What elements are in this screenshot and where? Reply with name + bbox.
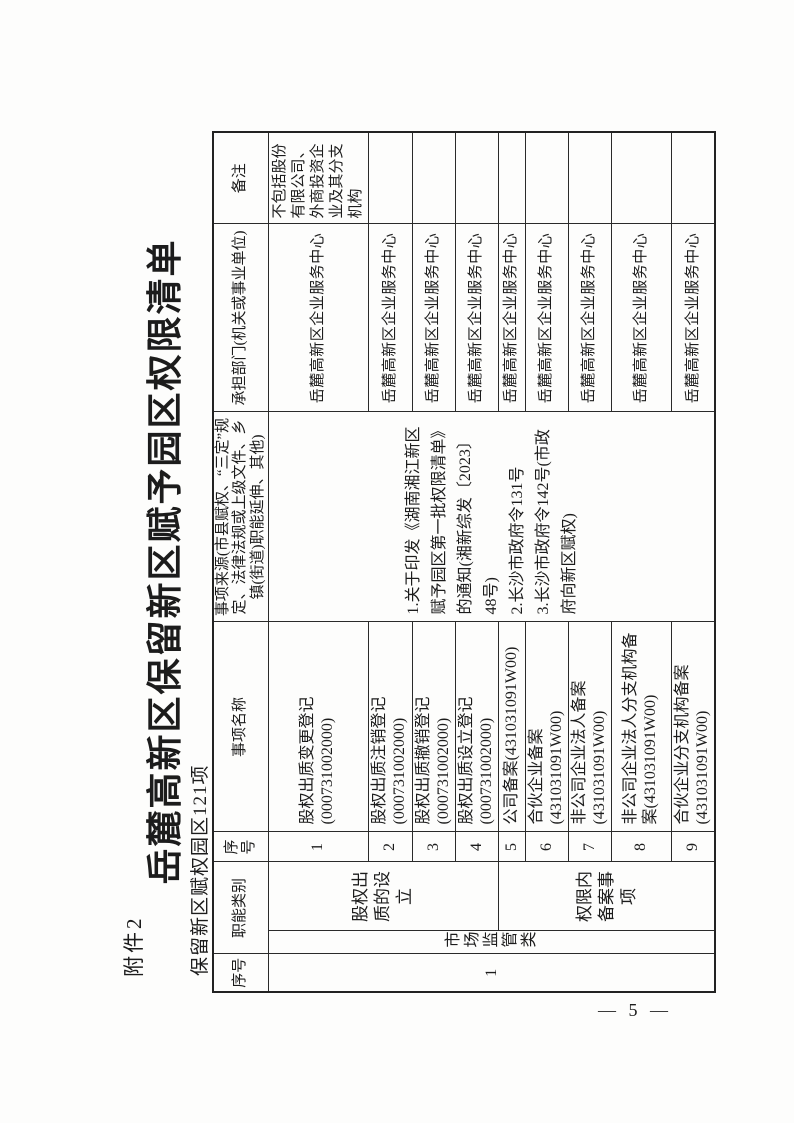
cell-subcategory-equity-pledge: 股权出质的设立 bbox=[268, 861, 499, 931]
header-department: 承担部门(机关或事业单位) bbox=[213, 223, 269, 412]
cell-item-name: 股权出质变更登记(000731002000) bbox=[268, 621, 369, 832]
cell-remark bbox=[671, 131, 716, 224]
cell-department: 岳麓高新区企业服务中心 bbox=[611, 223, 672, 412]
cell-seq: 6 bbox=[525, 831, 569, 862]
cell-seq: 4 bbox=[455, 831, 499, 862]
cell-item-name: 公司备案(431031091W00) bbox=[498, 621, 526, 832]
cell-remark bbox=[611, 131, 672, 224]
cell-seq: 1 bbox=[268, 831, 369, 862]
cell-seq: 8 bbox=[611, 831, 672, 862]
cell-department: 岳麓高新区企业服务中心 bbox=[368, 223, 413, 412]
cell-subcategory-filing-items: 权限内备案事项 bbox=[498, 861, 716, 931]
cell-remark bbox=[568, 131, 612, 224]
cell-item-name: 股权出质设立登记(000731002000) bbox=[455, 621, 499, 832]
cell-item-name: 非公司企业法人分支机构备案(431031091W00) bbox=[611, 621, 672, 832]
cell-department: 岳麓高新区企业服务中心 bbox=[525, 223, 569, 412]
header-remarks: 备注 bbox=[213, 131, 269, 224]
authority-list-table: 序号 职能类别 序号 事项名称 事项来源(市县赋权、“三定”规定、法律法规或上级… bbox=[212, 130, 717, 993]
cell-department: 岳麓高新区企业服务中心 bbox=[568, 223, 612, 412]
cell-department: 岳麓高新区企业服务中心 bbox=[455, 223, 499, 412]
table-row: 1 市场监管类 股权出质的设立 1 股权出质变更登记(000731002000)… bbox=[268, 131, 716, 992]
header-item-source: 事项来源(市县赋权、“三定”规定、法律法规或上级文件、乡镇(街道)职能延伸、其他… bbox=[213, 411, 269, 622]
cell-seq: 5 bbox=[498, 831, 526, 862]
cell-seq: 7 bbox=[568, 831, 612, 862]
cell-remark bbox=[525, 131, 569, 224]
header-item-seq: 序号 bbox=[213, 831, 269, 862]
cell-group-category: 市场监管类 bbox=[268, 931, 716, 954]
cell-item-name: 合伙企业分支机构备案(431031091W00) bbox=[671, 621, 716, 832]
cell-seq: 3 bbox=[412, 831, 456, 862]
table-header-row: 序号 职能类别 序号 事项名称 事项来源(市县赋权、“三定”规定、法律法规或上级… bbox=[213, 131, 269, 992]
cell-department: 岳麓高新区企业服务中心 bbox=[498, 223, 526, 412]
cell-item-name: 非公司企业法人备案(431031091W00) bbox=[568, 621, 612, 832]
cell-item-name: 股权出质撤销登记(000731002000) bbox=[412, 621, 456, 832]
cell-item-source: 1.关于印发《湖南湘江新区赋予园区第一批权限清单》的通知(湘新综发〔2023〕4… bbox=[268, 411, 716, 622]
cell-remark bbox=[368, 131, 413, 224]
cell-department: 岳麓高新区企业服务中心 bbox=[412, 223, 456, 412]
cell-remark bbox=[498, 131, 526, 224]
cell-item-name: 股权出质注销登记(000731002000) bbox=[368, 621, 413, 832]
page-number: — 5 — bbox=[598, 1000, 672, 1020]
document-subtitle: 保留新区赋权园区121项 bbox=[190, 764, 211, 976]
cell-remark bbox=[412, 131, 456, 224]
header-group-seq: 序号 bbox=[213, 954, 269, 992]
cell-department: 岳麓高新区企业服务中心 bbox=[268, 223, 369, 412]
cell-seq: 9 bbox=[671, 831, 716, 862]
cell-seq: 2 bbox=[368, 831, 413, 862]
cell-department: 岳麓高新区企业服务中心 bbox=[671, 223, 716, 412]
cell-remark bbox=[455, 131, 499, 224]
cell-item-name: 合伙企业备案(431031091W00) bbox=[525, 621, 569, 832]
cell-group-seq: 1 bbox=[268, 954, 716, 992]
document-title: 岳麓高新区保留新区赋予园区权限清单 bbox=[145, 238, 185, 885]
header-item-name: 事项名称 bbox=[213, 621, 269, 832]
cell-remark: 不包括股份有限公司、外商投资企业及其分支机构 bbox=[268, 131, 369, 224]
header-category: 职能类别 bbox=[213, 861, 269, 954]
